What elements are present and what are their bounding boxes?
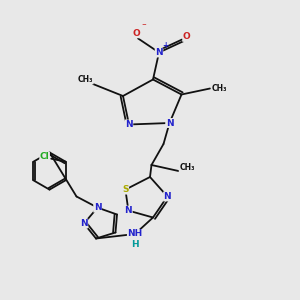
Text: N: N [166, 118, 173, 127]
Text: ⁻: ⁻ [141, 22, 146, 32]
Text: CH₃: CH₃ [211, 84, 227, 93]
Text: N: N [94, 203, 101, 212]
Text: +: + [163, 41, 169, 50]
Text: N: N [164, 192, 171, 201]
Text: O: O [133, 29, 140, 38]
Text: N: N [125, 120, 133, 129]
Text: N: N [80, 219, 88, 228]
Text: O: O [183, 32, 190, 41]
Text: CH₃: CH₃ [78, 75, 93, 84]
Text: CH₃: CH₃ [179, 164, 195, 172]
Text: H: H [131, 240, 139, 249]
Text: NH: NH [128, 230, 142, 238]
Text: N: N [155, 48, 163, 57]
Text: Cl: Cl [40, 152, 50, 161]
Text: S: S [122, 185, 129, 194]
Text: N: N [124, 206, 132, 215]
